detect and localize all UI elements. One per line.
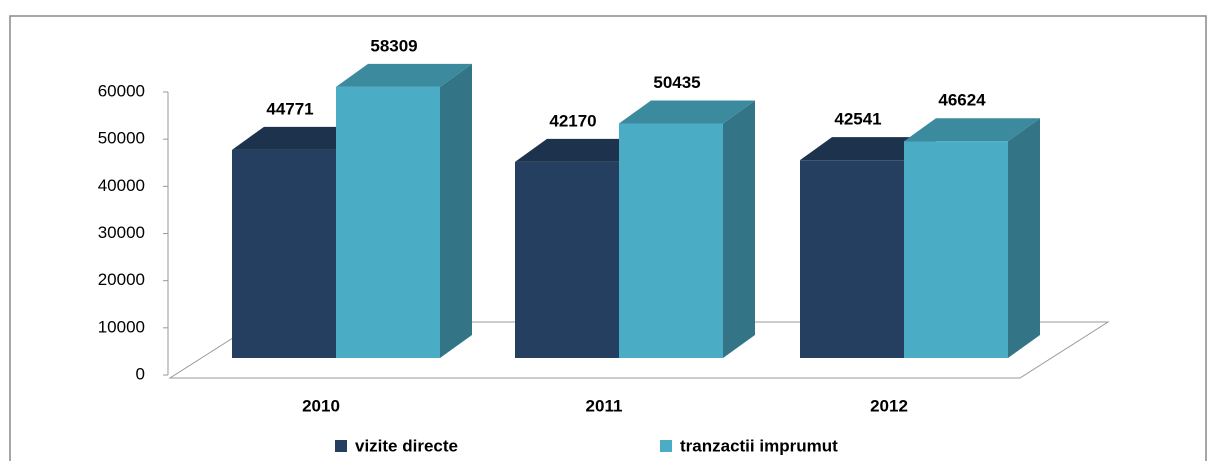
bar-side — [440, 63, 472, 358]
legend-label: vizite directe — [355, 436, 458, 455]
x-tick-label: 2010 — [302, 396, 340, 415]
y-tick-label: 0 — [136, 364, 145, 383]
legend-swatch — [335, 440, 347, 452]
value-label: 46624 — [938, 91, 986, 110]
bar-top — [232, 126, 368, 150]
bar — [515, 161, 619, 358]
y-tick-label: 50000 — [98, 129, 145, 148]
chart-border — [9, 15, 1207, 461]
bar-top — [336, 63, 472, 87]
bar-top — [904, 118, 1040, 142]
bar-side — [1008, 118, 1040, 359]
y-tick-label: 30000 — [98, 223, 145, 242]
y-tick-label: 10000 — [98, 317, 145, 336]
legend-swatch — [660, 440, 672, 452]
y-tick-label: 20000 — [98, 270, 145, 289]
value-label: 44771 — [266, 99, 313, 118]
value-label: 42541 — [834, 110, 881, 129]
y-tick-label: 40000 — [98, 176, 145, 195]
bar-top — [800, 137, 936, 161]
value-label: 42170 — [549, 111, 596, 130]
bar — [904, 141, 1008, 358]
x-tick-label: 2011 — [586, 396, 623, 415]
bar-side — [723, 100, 755, 359]
bar — [232, 149, 336, 358]
bar — [336, 86, 440, 358]
value-label: 58309 — [370, 36, 417, 55]
legend-label: tranzactii imprumut — [680, 436, 838, 455]
bar-top — [619, 100, 755, 124]
bar-top — [515, 138, 651, 162]
y-tick-label: 60000 — [98, 81, 145, 100]
bar — [800, 160, 904, 358]
value-label: 50435 — [653, 73, 700, 92]
bar — [619, 123, 723, 358]
x-tick-label: 2012 — [870, 396, 908, 415]
